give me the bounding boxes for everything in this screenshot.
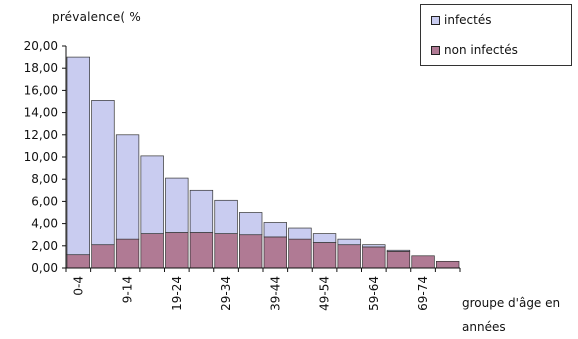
bar-infectes <box>165 177 189 233</box>
bar-non-infectes <box>140 233 164 269</box>
bar-non-infectes <box>288 238 312 269</box>
bar-non-infectes <box>263 236 287 269</box>
y-tick-label: 20,00 <box>24 39 58 53</box>
x-tick-label: 69-74 <box>416 276 430 311</box>
y-tick-label: 0,00 <box>31 261 58 275</box>
bar-non-infectes <box>436 260 460 269</box>
bar-non-infectes <box>337 244 361 269</box>
legend: infectés non infectés <box>420 4 572 66</box>
x-tick-label: 9-14 <box>121 276 135 303</box>
bar-infectes <box>140 155 164 234</box>
bar-non-infectes <box>91 244 115 269</box>
bar-infectes <box>189 189 214 233</box>
x-tick-label: 59-64 <box>367 276 381 311</box>
x-tick-label: 39-44 <box>268 276 282 311</box>
bar-infectes <box>362 244 386 248</box>
legend-label-non-infectes: non infectés <box>444 43 518 57</box>
bar-infectes <box>214 199 238 234</box>
chart: 0,00 2,00 4,00 6,00 8,00 10,00 12,00 14,00 16,00… <box>24 39 461 311</box>
y-tick-label: 8,00 <box>31 172 58 186</box>
legend-item-non-infectes: non infectés <box>431 43 518 57</box>
y-tick-label: 18,00 <box>24 61 58 75</box>
y-axis-label: prévalence( % <box>52 10 141 24</box>
y-tick-label: 16,00 <box>24 83 58 97</box>
bar-infectes <box>312 233 337 243</box>
x-tick-label: 19-24 <box>170 276 184 311</box>
bar-infectes <box>288 227 312 240</box>
bar-non-infectes <box>386 251 411 269</box>
bar-infectes <box>239 212 263 236</box>
y-tick-label: 10,00 <box>24 150 58 164</box>
y-tick-label: 12,00 <box>24 128 58 142</box>
y-tick-label: 2,00 <box>31 239 58 253</box>
legend-swatch-non-infectes <box>431 45 440 55</box>
x-axis: 0-4 9-14 19-24 29-34 39-44 49-54 59-64 69-74 <box>65 267 461 311</box>
y-axis: 0,00 2,00 4,00 6,00 8,00 10,00 12,00 14,00 16,00… <box>24 39 67 275</box>
bars <box>66 56 460 269</box>
bar-infectes <box>91 100 115 246</box>
bar-non-infectes <box>312 242 337 269</box>
legend-item-infectes: infectés <box>431 13 491 27</box>
bar-non-infectes <box>115 238 140 269</box>
bar-infectes <box>386 249 411 252</box>
y-tick-label: 14,00 <box>24 106 58 120</box>
bar-infectes <box>115 134 140 240</box>
bar-non-infectes <box>411 255 435 269</box>
bar-infectes <box>263 222 287 238</box>
legend-label-infectes: infectés <box>444 13 492 27</box>
bar-non-infectes <box>214 233 238 269</box>
bar-non-infectes <box>165 232 189 269</box>
bar-non-infectes <box>362 246 386 269</box>
x-tick-label: 29-34 <box>219 276 233 311</box>
bar-non-infectes <box>239 234 263 269</box>
y-tick-label: 4,00 <box>31 217 58 231</box>
x-tick-label: 0-4 <box>71 276 85 296</box>
bar-infectes <box>337 238 361 246</box>
legend-swatch-infectes <box>431 15 440 25</box>
y-tick-label: 6,00 <box>31 194 58 208</box>
bar-non-infectes <box>66 254 90 269</box>
bar-non-infectes <box>189 232 214 269</box>
bar-infectes <box>66 56 90 256</box>
x-axis-label: groupe d'âge en années <box>462 296 561 334</box>
x-tick-label: 49-54 <box>318 276 332 311</box>
